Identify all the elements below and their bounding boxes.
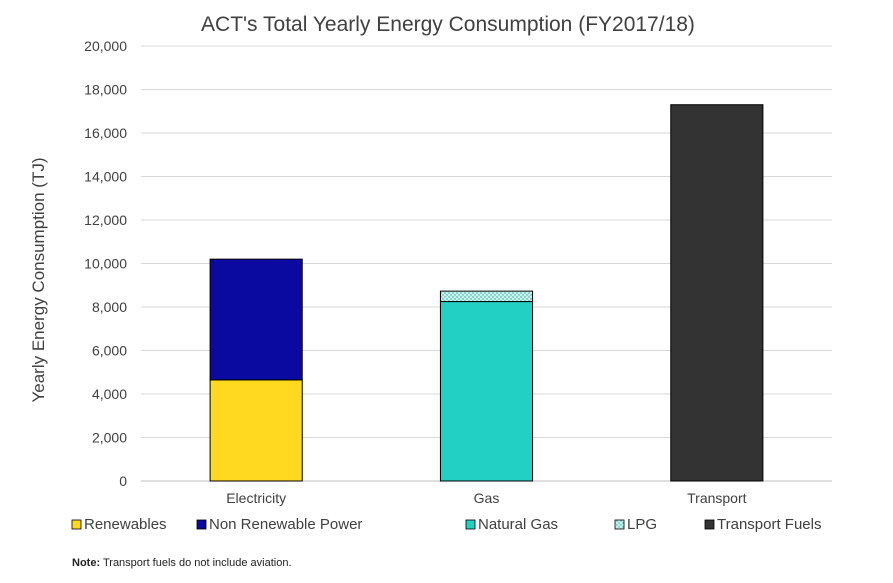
- y-tick-label: 8,000: [92, 299, 127, 315]
- x-axis-ticks: Electricity Gas Transport: [226, 490, 746, 506]
- legend-label: LPG: [627, 516, 657, 533]
- y-tick-label: 2,000: [92, 430, 127, 446]
- legend-label: Transport Fuels: [717, 516, 821, 533]
- legend-swatch: [465, 519, 476, 530]
- bar-renewables: [209, 379, 303, 482]
- x-tick-label: Gas: [474, 490, 500, 506]
- chart-note: Note: Transport fuels do not include avi…: [72, 557, 292, 569]
- note-text: Transport fuels do not include aviation.: [100, 557, 292, 569]
- note-label: Note:: [72, 557, 101, 569]
- legend-swatch: [196, 519, 207, 530]
- bar-non-renewable-power: [209, 258, 303, 381]
- y-tick-label: 18,000: [84, 82, 127, 98]
- y-tick-label: 10,000: [84, 256, 127, 272]
- legend: Renewables Non Renewable Power Natural Gas…: [71, 516, 821, 533]
- bar-lpg: [439, 290, 534, 303]
- legend-swatch: [704, 519, 715, 530]
- legend-swatch: [614, 519, 625, 530]
- legend-label: Natural Gas: [478, 516, 558, 533]
- legend-swatch: [71, 519, 82, 530]
- chart-title: ACT's Total Yearly Energy Consumption (F…: [201, 13, 695, 36]
- y-tick-label: 14,000: [84, 169, 127, 185]
- bar-natural-gas: [439, 301, 534, 482]
- y-tick-label: 12,000: [84, 212, 127, 228]
- x-tick-label: Electricity: [226, 490, 286, 506]
- bars: [209, 104, 764, 482]
- bar-transport-fuels: [670, 104, 764, 482]
- y-tick-label: 16,000: [84, 125, 127, 141]
- y-tick-label: 0: [119, 473, 127, 489]
- y-tick-label: 20,000: [84, 38, 127, 54]
- y-axis-ticks: 0 2,000 4,000 6,000 8,000 10,000 12,000 14,000 1…: [84, 38, 127, 489]
- x-tick-label: Transport: [687, 490, 747, 506]
- y-tick-label: 6,000: [92, 343, 127, 359]
- legend-label: Non Renewable Power: [209, 516, 362, 533]
- y-tick-label: 4,000: [92, 386, 127, 402]
- y-axis-label: Yearly Energy Consumption (TJ): [29, 157, 48, 402]
- legend-label: Renewables: [84, 516, 167, 533]
